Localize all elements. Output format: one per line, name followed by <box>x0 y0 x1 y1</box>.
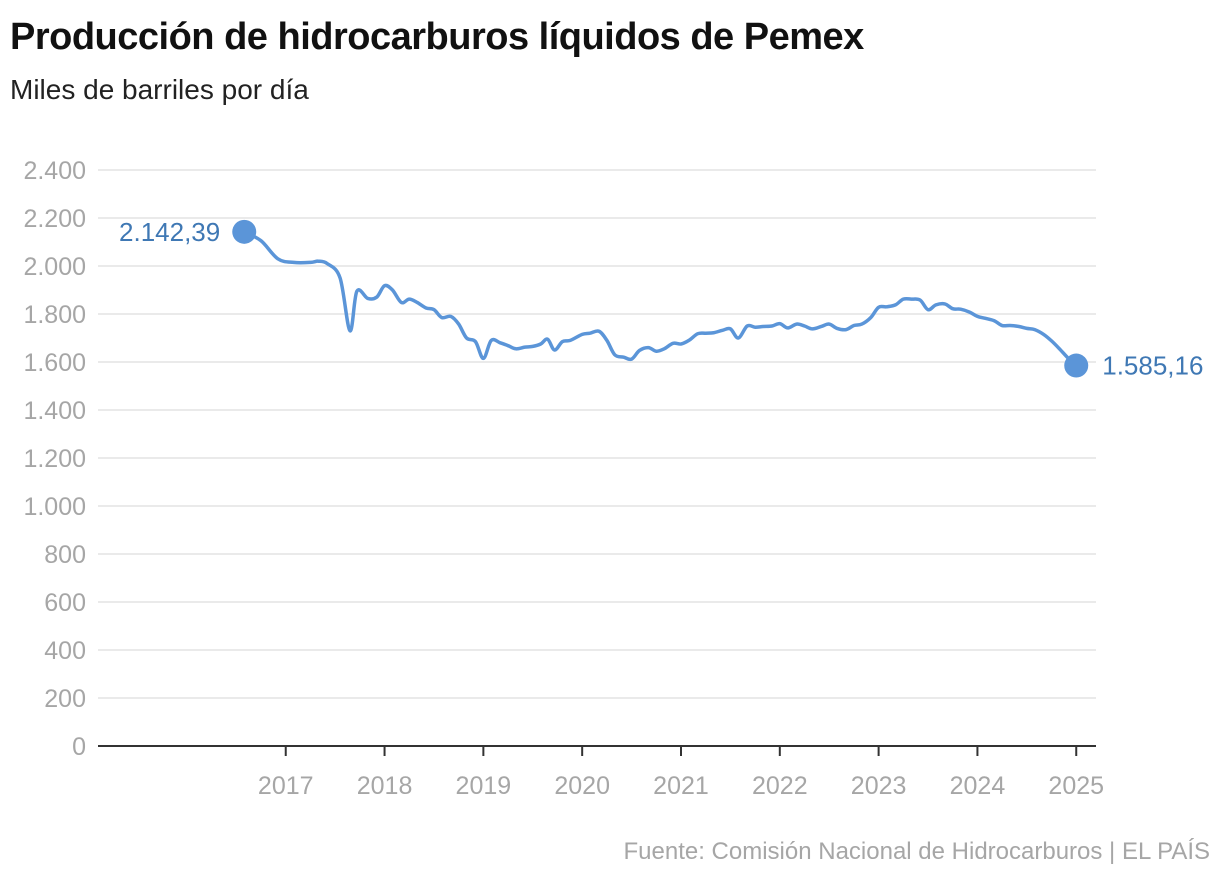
y-tick-label-0: 0 <box>72 733 86 761</box>
x-tick-label-2017: 2017 <box>258 772 314 800</box>
y-tick-label-1800: 1.800 <box>23 301 86 329</box>
x-tick-label-2025: 2025 <box>1048 772 1104 800</box>
y-tick-label-200: 200 <box>44 685 86 713</box>
start-point-marker <box>232 219 257 244</box>
y-tick-label-1000: 1.000 <box>23 493 86 521</box>
y-tick-label-800: 800 <box>44 541 86 569</box>
end-markers: 2.142,39 1.585,16 <box>119 217 1203 381</box>
y-tick-label-2000: 2.000 <box>23 253 86 281</box>
chart-subtitle: Miles de barriles por día <box>10 74 309 105</box>
chart-title: Producción de hidrocarburos líquidos de … <box>10 16 864 58</box>
y-tick-label-2200: 2.200 <box>23 205 86 233</box>
x-tick-label-2019: 2019 <box>456 772 512 800</box>
x-tick-label-2018: 2018 <box>357 772 413 800</box>
x-tick-label-2023: 2023 <box>851 772 907 800</box>
y-tick-label-600: 600 <box>44 589 86 617</box>
x-tick-label-2024: 2024 <box>950 772 1006 800</box>
end-value-label: 1.585,16 <box>1102 351 1203 381</box>
y-tick-label-1600: 1.600 <box>23 349 86 377</box>
production-line <box>242 230 1078 368</box>
series <box>242 230 1078 368</box>
x-tick-label-2022: 2022 <box>752 772 808 800</box>
x-axis-ticks: 2017 2018 2019 2020 2021 2022 2023 2024 2025 <box>258 746 1104 800</box>
y-tick-label-1400: 1.400 <box>23 397 86 425</box>
source-note: Fuente: Comisión Nacional de Hidrocarbur… <box>623 838 1210 865</box>
y-axis-ticks: 0 200 400 600 800 1.000 1.200 1.400 1.600 1.800 2.… <box>23 157 86 761</box>
grid-lines <box>98 169 1096 699</box>
y-tick-label-2400: 2.400 <box>23 157 86 185</box>
y-tick-label-1200: 1.200 <box>23 445 86 473</box>
start-value-label: 2.142,39 <box>119 217 220 247</box>
x-tick-label-2021: 2021 <box>653 772 709 800</box>
x-tick-label-2020: 2020 <box>554 772 610 800</box>
y-tick-label-400: 400 <box>44 637 86 665</box>
end-point-marker <box>1064 353 1089 378</box>
